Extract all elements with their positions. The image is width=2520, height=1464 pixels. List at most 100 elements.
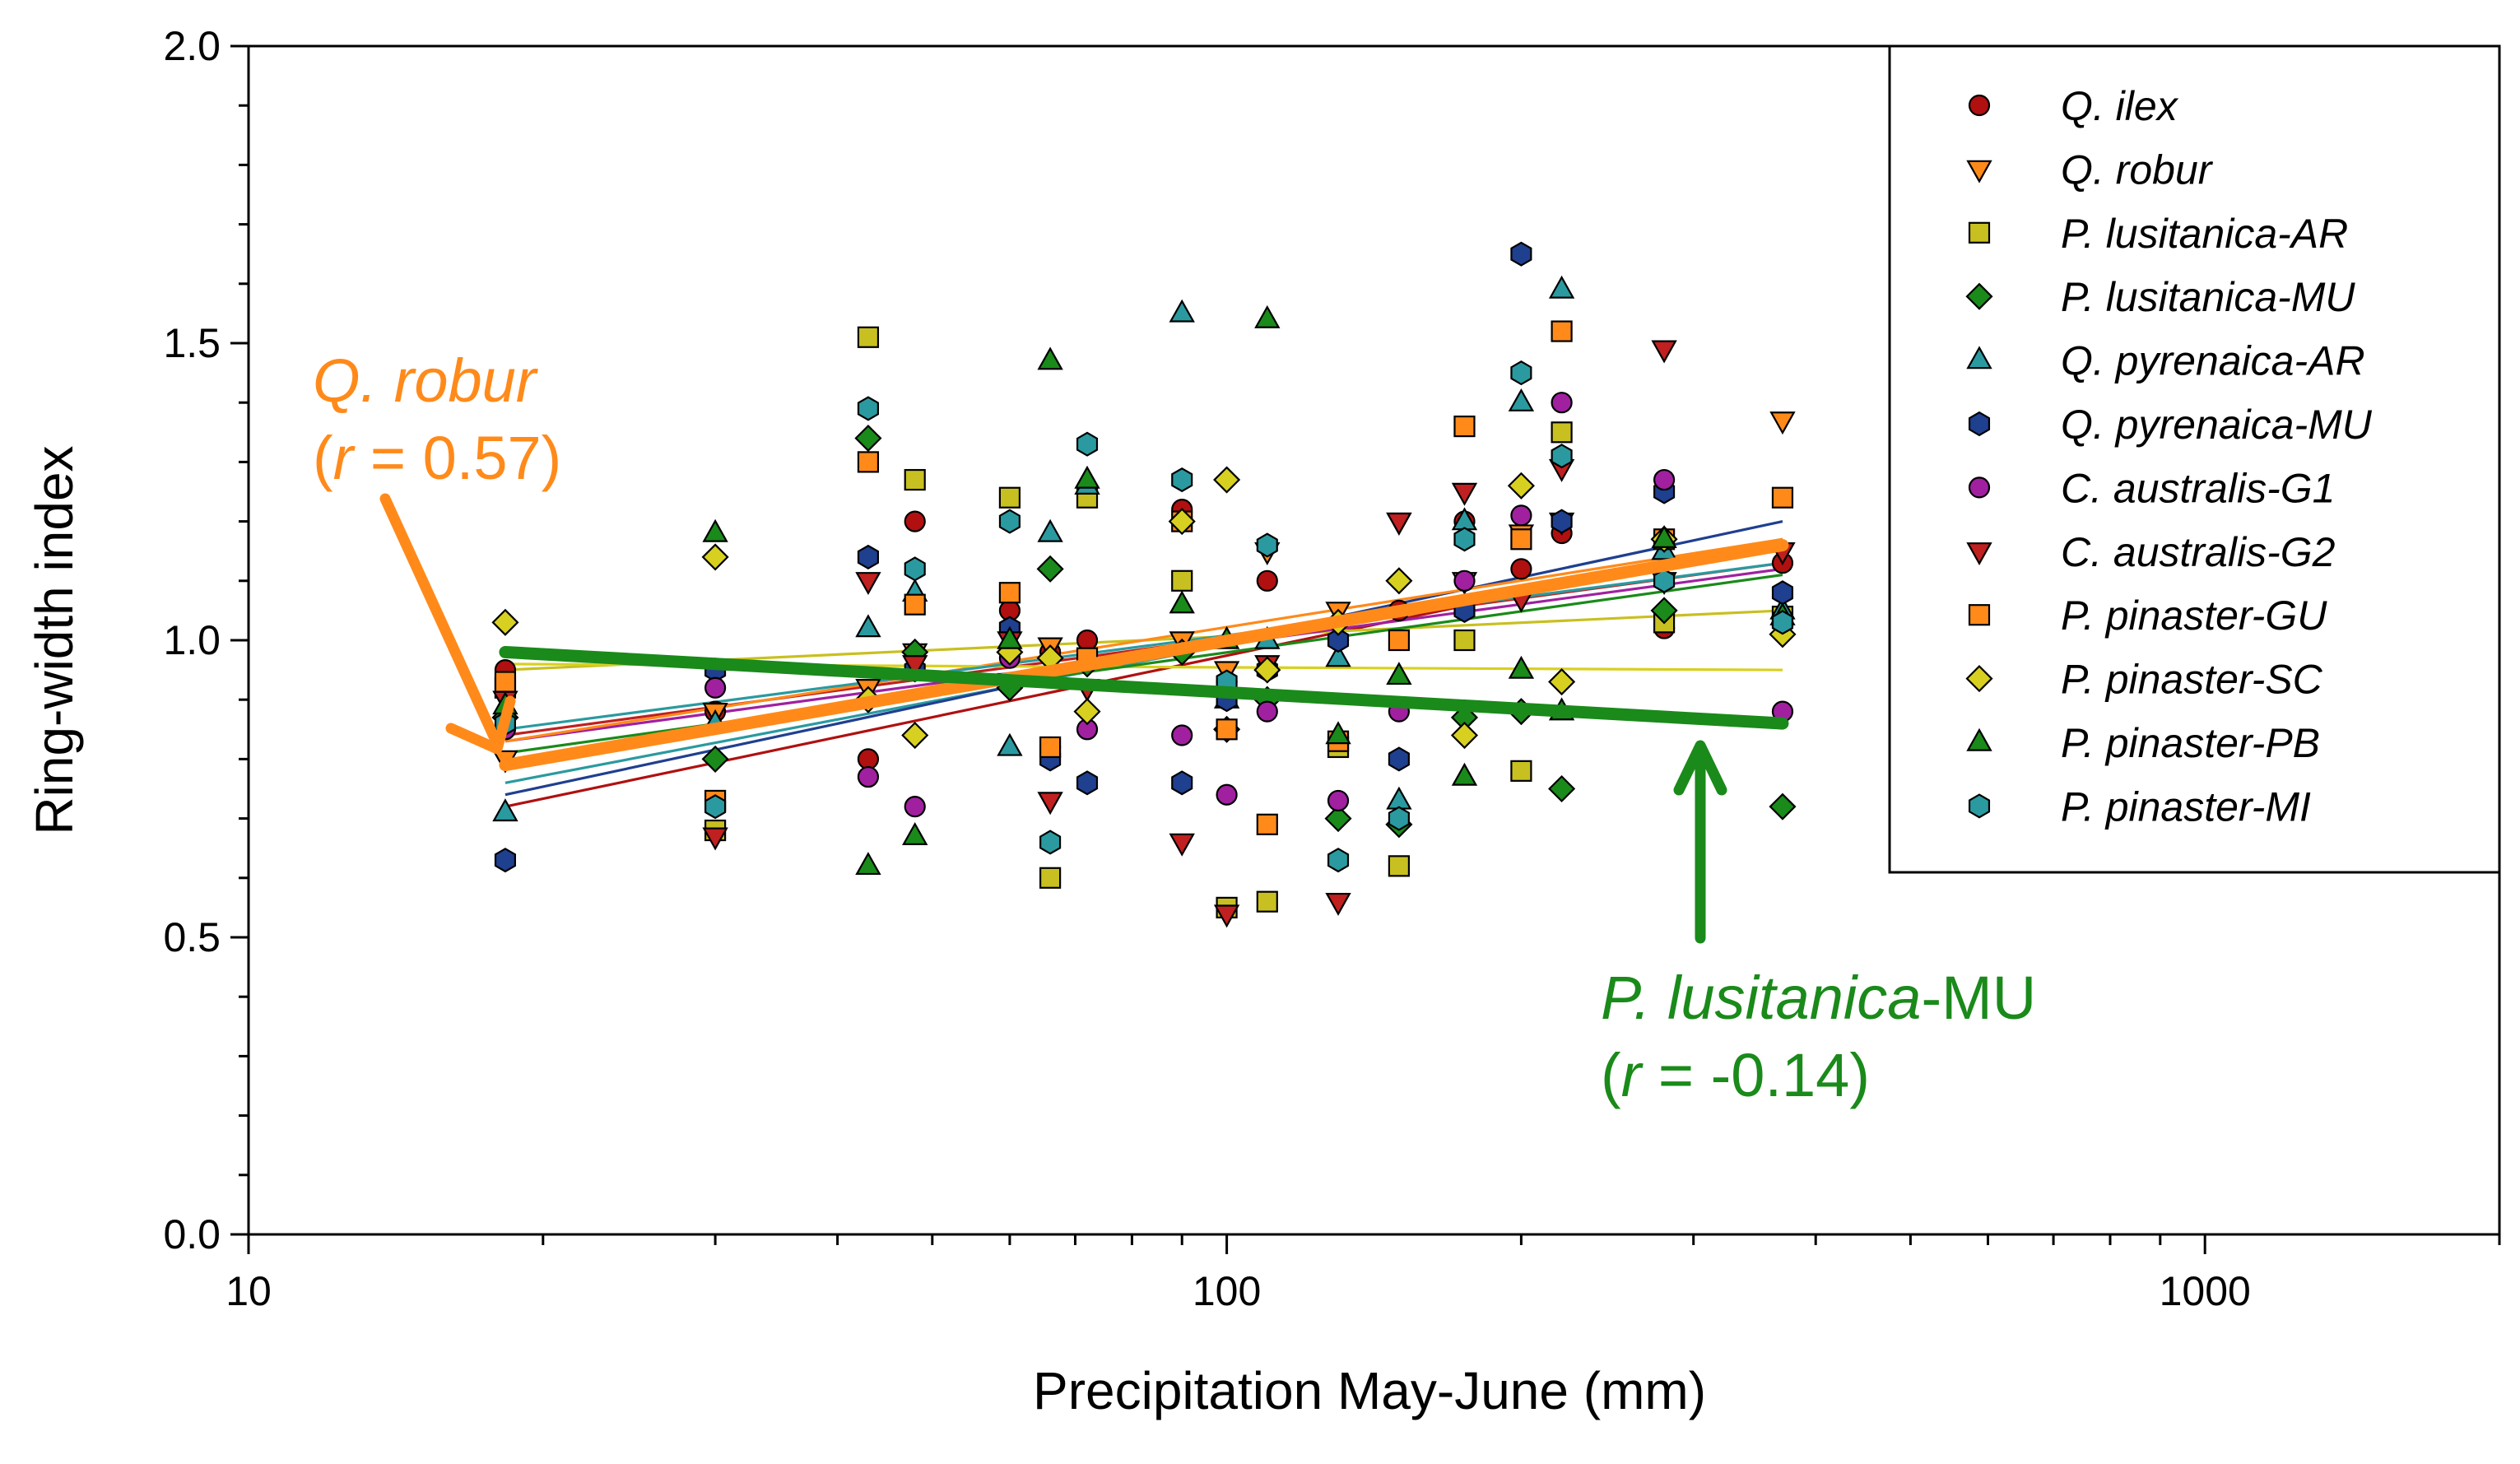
point-p-pinaster-gu bbox=[1216, 718, 1238, 741]
point-p-pinaster-mi bbox=[998, 509, 1021, 534]
point-p-lusitanica-ar bbox=[1388, 855, 1410, 877]
legend-label-p-pinaster-pb: P. pinaster-PB bbox=[2061, 720, 2320, 766]
point-c-australis-g2 bbox=[902, 655, 928, 679]
point-q-robur bbox=[1769, 411, 1796, 435]
highlighted-fits bbox=[499, 538, 1789, 772]
point-q-ilex bbox=[1256, 569, 1278, 592]
point-p-lusitanica-mu bbox=[854, 424, 882, 453]
point-q-pyrenaica-mu bbox=[857, 544, 879, 569]
point-p-pinaster-mi bbox=[1171, 467, 1193, 493]
legend-label-c-australis-g1: C. australis-G1 bbox=[2061, 465, 2335, 511]
point-q-pyrenaica-mu bbox=[1327, 627, 1350, 653]
point-p-pinaster-sc bbox=[1548, 667, 1576, 696]
point-q-pyrenaica-ar bbox=[492, 798, 518, 822]
point-c-australis-g2 bbox=[1325, 892, 1351, 916]
highlight-fit-q-robur bbox=[499, 538, 1789, 772]
point-p-lusitanica-ar bbox=[1510, 760, 1532, 782]
point-c-australis-g1 bbox=[1171, 724, 1193, 746]
point-c-australis-g2 bbox=[1651, 340, 1677, 364]
point-p-pinaster-mi bbox=[1388, 806, 1410, 831]
legend-marker-p-lusitanica-mu bbox=[1965, 282, 1993, 310]
point-c-australis-g2 bbox=[1169, 833, 1195, 857]
point-c-australis-g1 bbox=[1327, 789, 1350, 812]
point-c-australis-g1 bbox=[1216, 783, 1238, 806]
legend-label-c-australis-g2: C. australis-G2 bbox=[2061, 529, 2336, 575]
point-p-pinaster-mi bbox=[1551, 444, 1573, 469]
x-axis-title: Precipitation May-June (mm) bbox=[1033, 1361, 1706, 1420]
legend-marker-p-pinaster-gu bbox=[1968, 604, 1991, 626]
point-c-australis-g2 bbox=[1037, 792, 1063, 816]
point-p-pinaster-gu bbox=[1453, 415, 1476, 438]
point-q-pyrenaica-ar bbox=[1169, 299, 1195, 323]
point-c-australis-g1 bbox=[704, 676, 727, 699]
y-tick-label: 2.0 bbox=[163, 23, 221, 69]
point-q-pyrenaica-mu bbox=[1510, 241, 1532, 267]
legend-marker-q-pyrenaica-mu bbox=[1968, 411, 1991, 437]
point-p-pinaster-sc bbox=[701, 543, 729, 571]
annotation-q-robur: Q. robur (r = 0.57) bbox=[313, 346, 561, 755]
x-tick-label: 100 bbox=[1193, 1268, 1261, 1314]
legend-label-q-pyrenaica-mu: Q. pyrenaica-MU bbox=[2061, 402, 2373, 448]
legend-label-p-pinaster-gu: P. pinaster-GU bbox=[2061, 593, 2327, 639]
point-q-pyrenaica-mu bbox=[1551, 509, 1573, 534]
point-p-pinaster-mi bbox=[1771, 610, 1794, 635]
point-p-pinaster-pb bbox=[902, 822, 928, 845]
point-p-lusitanica-mu bbox=[1036, 555, 1064, 583]
point-p-pinaster-mi bbox=[704, 794, 727, 820]
legend-label-q-robur: Q. robur bbox=[2061, 146, 2214, 193]
point-p-pinaster-gu bbox=[1510, 528, 1532, 551]
point-c-australis-g1 bbox=[904, 796, 926, 818]
point-q-pyrenaica-mu bbox=[1076, 770, 1099, 796]
point-q-pyrenaica-mu bbox=[1771, 580, 1794, 606]
point-p-pinaster-gu bbox=[1256, 813, 1278, 835]
point-q-pyrenaica-ar bbox=[855, 614, 881, 638]
legend-marker-q-robur bbox=[1966, 160, 1992, 184]
point-q-pyrenaica-ar bbox=[997, 732, 1023, 756]
point-p-pinaster-mi bbox=[1653, 568, 1676, 593]
point-c-australis-g2 bbox=[1213, 904, 1240, 928]
annotation-q-robur-arrow bbox=[379, 493, 516, 755]
point-c-australis-g2 bbox=[1451, 482, 1478, 506]
point-p-pinaster-sc bbox=[1073, 698, 1101, 726]
point-p-pinaster-mi bbox=[1510, 360, 1532, 386]
point-q-pyrenaica-ar bbox=[1386, 786, 1412, 810]
legend-marker-p-lusitanica-ar bbox=[1968, 221, 1991, 244]
point-p-pinaster-sc bbox=[491, 608, 519, 636]
point-p-lusitanica-ar bbox=[1039, 867, 1062, 889]
point-p-pinaster-gu bbox=[1771, 486, 1794, 509]
y-axis-title: Ring-width index bbox=[25, 445, 84, 834]
point-p-pinaster-pb bbox=[1386, 662, 1412, 686]
y-tick-label: 0.5 bbox=[163, 914, 221, 960]
point-p-pinaster-pb bbox=[1254, 304, 1281, 328]
fit-line-p-pinaster-mi bbox=[504, 561, 1783, 731]
point-q-pyrenaica-mu bbox=[494, 848, 517, 873]
point-p-pinaster-pb bbox=[1651, 525, 1677, 548]
point-p-lusitanica-mu bbox=[1650, 597, 1678, 625]
point-p-pinaster-sc bbox=[1213, 466, 1241, 494]
legend: Q. ilex Q. robur P. lusitanica-AR P. lusita… bbox=[1888, 44, 2501, 874]
legend-label-q-ilex: Q. ilex bbox=[2061, 83, 2179, 129]
point-p-pinaster-pb bbox=[702, 518, 728, 542]
point-q-pyrenaica-ar bbox=[1325, 644, 1351, 667]
annotation-q-robur-species: Q. robur bbox=[313, 346, 539, 415]
legend-marker-q-pyrenaica-ar bbox=[1966, 346, 1992, 369]
point-q-pyrenaica-mu bbox=[1171, 770, 1193, 796]
y-tick-label: 0.0 bbox=[163, 1211, 221, 1257]
legend-marker-c-australis-g1 bbox=[1968, 476, 1991, 499]
point-p-pinaster-mi bbox=[857, 396, 879, 421]
point-p-lusitanica-ar bbox=[857, 326, 880, 348]
axis-ticks: 0.0 0.5 1.0 1.5 2.0 10 100 1000 bbox=[163, 23, 2501, 1314]
point-q-pyrenaica-ar bbox=[1548, 275, 1575, 299]
point-p-lusitanica-mu bbox=[1548, 774, 1576, 803]
legend-label-p-lusitanica-mu: P. lusitanica-MU bbox=[2061, 274, 2355, 320]
point-p-pinaster-mi bbox=[1327, 848, 1350, 873]
point-p-pinaster-mi bbox=[1256, 532, 1278, 558]
point-p-lusitanica-ar bbox=[1551, 421, 1573, 444]
point-p-pinaster-gu bbox=[1039, 736, 1062, 759]
point-p-pinaster-gu bbox=[1388, 629, 1410, 652]
point-p-pinaster-gu bbox=[494, 671, 517, 693]
point-p-pinaster-sc bbox=[1450, 721, 1479, 750]
legend-box bbox=[1888, 44, 2501, 874]
point-p-pinaster-pb bbox=[855, 852, 881, 876]
annotation-p-lusitanica-arrow bbox=[1673, 740, 1727, 944]
